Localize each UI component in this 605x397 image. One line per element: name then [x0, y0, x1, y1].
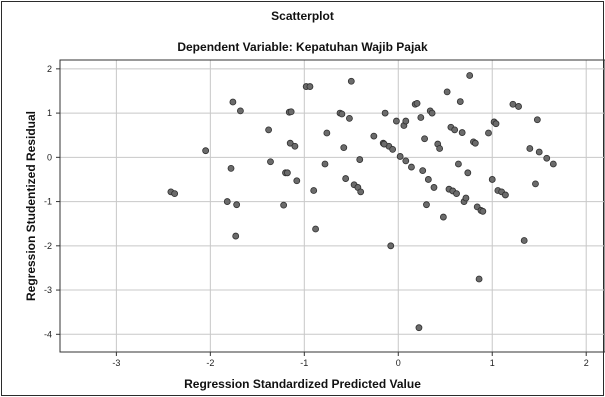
- scatter-point: [458, 129, 466, 136]
- scatter-point: [380, 140, 388, 148]
- grid-lines: [60, 60, 605, 352]
- scatter-point: [501, 191, 509, 199]
- scatter-point: [456, 98, 464, 105]
- scatter-point: [421, 135, 428, 143]
- scatter-point: [428, 109, 436, 117]
- scatter-point: [338, 110, 346, 118]
- y-tick-label: 0: [47, 152, 52, 162]
- scatter-point: [430, 184, 438, 191]
- scatter-point: [532, 180, 539, 188]
- scatter-point: [443, 88, 451, 96]
- scatter-point: [492, 120, 500, 128]
- scatter-point: [488, 176, 496, 183]
- scatter-point: [267, 158, 274, 166]
- scatter-point: [237, 107, 244, 115]
- scatter-point: [485, 129, 492, 137]
- scatter-point: [293, 177, 301, 185]
- x-tick-label: 0: [396, 358, 401, 368]
- scatter-point: [413, 99, 421, 107]
- scatter-point: [475, 275, 483, 283]
- x-tick-label: -2: [206, 358, 214, 368]
- scatter-point: [233, 201, 241, 209]
- scatter-point: [549, 160, 557, 168]
- x-axis-label: Regression Standardized Predicted Value: [184, 377, 421, 391]
- y-tick-label: -2: [44, 241, 52, 251]
- scatter-point: [462, 194, 470, 202]
- scatter-point: [479, 207, 487, 215]
- scatter-point: [439, 213, 447, 221]
- scatter-point: [229, 98, 237, 106]
- x-tick-label: 1: [490, 358, 495, 368]
- y-tick-label: -3: [44, 285, 52, 295]
- scatter-point: [323, 129, 331, 137]
- y-tick-label: -4: [44, 329, 52, 339]
- scatter-point: [357, 188, 365, 196]
- scatter-point: [396, 153, 404, 160]
- x-tick-label: 2: [584, 358, 589, 368]
- data-points: [167, 72, 557, 332]
- scatter-point: [171, 190, 179, 198]
- scatter-point: [227, 164, 235, 172]
- x-tick-label: -3: [112, 358, 120, 368]
- chart-subtitle: Dependent Variable: Kepatuhan Wajib Paja…: [177, 40, 428, 54]
- scatter-point: [455, 160, 462, 168]
- scatter-point: [402, 117, 410, 125]
- scatter-point: [387, 242, 395, 250]
- scatter-point: [232, 232, 240, 240]
- scatter-point: [533, 116, 541, 124]
- scatter-point: [436, 145, 444, 152]
- scatter-point: [286, 139, 294, 147]
- scatter-point: [223, 198, 231, 205]
- scatter-point: [423, 201, 430, 209]
- scatter-point: [453, 190, 460, 198]
- scatter-point: [356, 156, 364, 163]
- scatter-point: [526, 145, 534, 152]
- scatter-point: [417, 114, 425, 121]
- y-axis-label: Regression Studentized Residual: [24, 111, 38, 301]
- scatter-point: [535, 148, 543, 156]
- tick-labels: -3 -2 -1 0 1 2 2 1 0 -1 -2 -3 -4: [44, 64, 589, 368]
- scatter-point: [280, 201, 288, 209]
- scatter-point: [408, 163, 415, 171]
- y-tick-label: 1: [47, 108, 52, 118]
- y-tick-label: -1: [44, 197, 52, 207]
- scatter-point: [287, 108, 295, 116]
- scatter-point: [370, 132, 378, 140]
- scatter-point: [543, 154, 551, 162]
- scatter-point: [471, 139, 479, 147]
- y-tick-label: 2: [47, 64, 52, 74]
- scatter-point: [342, 175, 350, 182]
- scatter-point: [347, 77, 355, 85]
- scatter-point: [466, 72, 474, 79]
- x-tick-label: -1: [300, 358, 308, 368]
- scatter-point: [310, 187, 318, 194]
- scatter-point: [520, 237, 528, 244]
- scatter-point: [415, 324, 423, 332]
- scatter-point: [202, 147, 210, 155]
- scatter-point: [402, 157, 410, 165]
- scatter-point: [509, 100, 517, 108]
- scatter-point: [321, 160, 329, 168]
- scatter-point: [265, 126, 273, 134]
- scatter-point: [306, 83, 314, 90]
- scatter-point: [346, 115, 353, 122]
- scatter-point: [392, 117, 400, 125]
- scatter-point: [291, 142, 299, 150]
- scatter-point: [389, 145, 397, 153]
- scatter-point: [340, 144, 348, 152]
- scatter-point: [424, 176, 432, 183]
- plot-area: [59, 59, 605, 353]
- chart-title: Scatterplot: [271, 9, 334, 23]
- scatter-point: [464, 169, 472, 177]
- scatter-point: [312, 225, 319, 233]
- scatter-point: [515, 103, 522, 110]
- scatter-point: [283, 169, 291, 177]
- scatter-point: [419, 167, 427, 175]
- scatter-point: [381, 109, 389, 117]
- scatter-point: [451, 126, 459, 134]
